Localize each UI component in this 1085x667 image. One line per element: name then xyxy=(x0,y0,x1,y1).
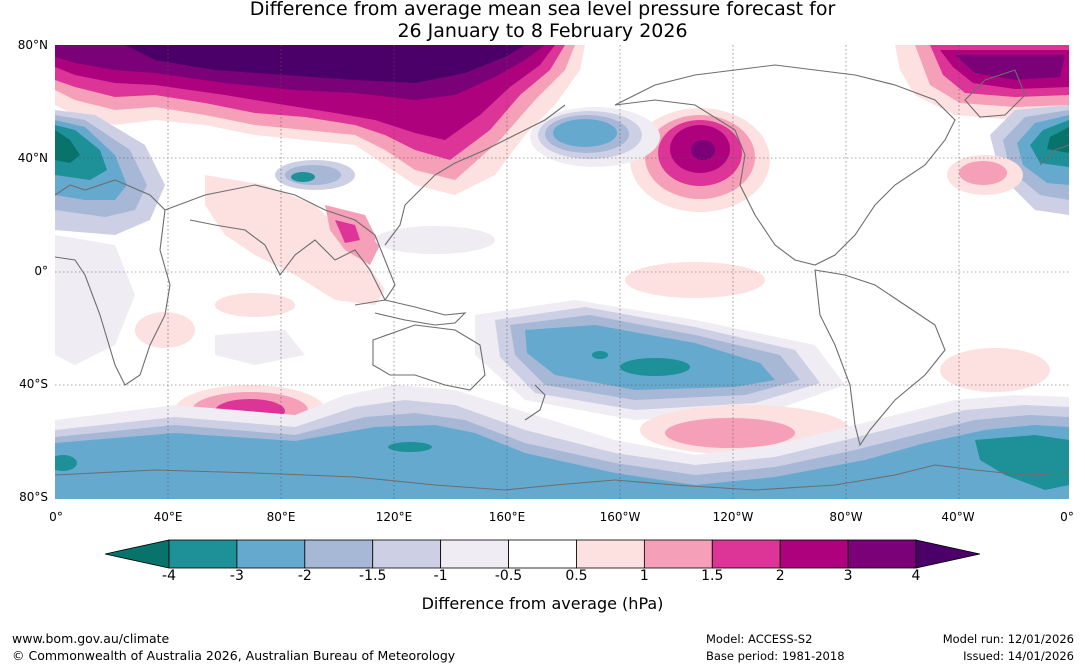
africa-slight-low xyxy=(55,235,135,365)
colorbar-band xyxy=(847,539,917,569)
colorbar-tick-label: -0.5 xyxy=(494,568,523,584)
south-pacific-low-anomaly xyxy=(475,300,845,420)
footer-model-run: Model run: 12/01/2026 xyxy=(942,632,1074,646)
east-atlantic-low-anomaly xyxy=(990,105,1069,215)
lon-label-0-right: 0° xyxy=(1060,510,1074,524)
lon-label-160w: 160°W xyxy=(599,510,641,524)
colorbar-tick-label: -4 xyxy=(162,568,176,584)
colorbar-band xyxy=(304,539,374,569)
lon-label-80w: 80°W xyxy=(829,510,863,524)
europe-low-anomaly xyxy=(55,110,165,235)
lon-label-120w: 120°W xyxy=(712,510,754,524)
colorbar xyxy=(105,539,980,569)
lat-label-40s: 40°S xyxy=(19,377,48,391)
graticule xyxy=(55,45,1069,499)
colorbar-tick-label: 1 xyxy=(639,568,649,584)
arctic-high-anomaly xyxy=(55,45,585,195)
footer-model: Model: ACCESS-S2 xyxy=(706,632,813,646)
lon-label-80e: 80°E xyxy=(266,510,296,524)
west-pacific-slight-low xyxy=(375,226,495,254)
lat-label-80s: 80°S xyxy=(19,490,48,504)
colorbar-tick-label: 4 xyxy=(911,568,921,584)
tibet-low-anomaly xyxy=(275,160,355,190)
lon-label-40w: 40°W xyxy=(941,510,975,524)
colorbar-low-extension xyxy=(105,539,170,569)
north-pacific-low-anomaly xyxy=(530,107,660,167)
colorbar-tick-label: 2 xyxy=(775,568,785,584)
chart-title-line-1: Difference from average mean sea level p… xyxy=(249,0,836,20)
colorbar-band xyxy=(168,539,238,569)
colorbar-band xyxy=(236,539,306,569)
footer-issued: Issued: 14/01/2026 xyxy=(963,649,1074,663)
chart-title-line-2: 26 January to 8 February 2026 xyxy=(397,20,688,42)
colorbar-high-extension xyxy=(915,539,980,569)
colorbar-tick-label: -1 xyxy=(433,568,448,584)
lon-label-160e: 160°E xyxy=(488,510,526,524)
colorbar-title: Difference from average (hPa) xyxy=(421,594,664,613)
south-atlantic-high-anomaly xyxy=(940,348,1050,392)
colorbar-band xyxy=(711,539,781,569)
lat-label-40n: 40°N xyxy=(17,151,48,165)
footer-base-period: Base period: 1981-2018 xyxy=(706,649,845,663)
lon-label-40e: 40°E xyxy=(153,510,183,524)
colorbar-band xyxy=(643,539,713,569)
footer-copyright: © Commonwealth of Australia 2026, Austra… xyxy=(12,648,456,663)
lon-label-120e: 120°E xyxy=(375,510,413,524)
north-pacific-high-anomaly xyxy=(630,108,770,212)
colorbar-tick-label: -3 xyxy=(229,568,244,584)
colorbar-tick-label: -2 xyxy=(297,568,312,584)
colorbar-tick-label: 0.5 xyxy=(565,568,588,584)
lon-label-0: 0° xyxy=(49,510,63,524)
coastlines xyxy=(55,64,1069,491)
pressure-anomaly-map xyxy=(55,45,1069,499)
colorbar-band xyxy=(779,539,849,569)
lat-label-80n: 80°N xyxy=(17,38,48,52)
lat-label-0: 0° xyxy=(34,264,48,278)
east-pacific-high-anomaly xyxy=(625,262,765,298)
colorbar-band xyxy=(440,539,509,569)
colorbar-tick-label: -1.5 xyxy=(359,568,387,584)
colorbar-band xyxy=(372,539,442,569)
colorbar-tick-label: 3 xyxy=(843,568,853,584)
madagascar-high-anomaly xyxy=(135,312,195,348)
indian-ocean-high-anomaly xyxy=(215,293,295,317)
asia-high-anomaly xyxy=(205,175,385,305)
colorbar-band xyxy=(576,539,645,569)
colorbar-band xyxy=(508,539,577,569)
colorbar-tick-label: 1.5 xyxy=(701,568,724,584)
footer-url: www.bom.gov.au/climate xyxy=(12,631,170,646)
southern-ocean-low-belt xyxy=(55,385,1069,499)
